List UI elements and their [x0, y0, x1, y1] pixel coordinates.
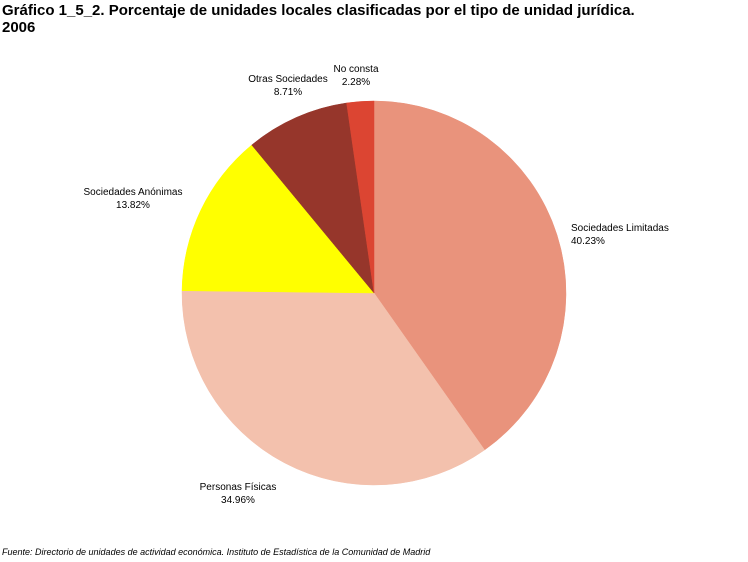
slice-label-sociedades-anonimas: Sociedades Anónimas: [84, 187, 183, 198]
slice-value-no-consta: 2.28%: [342, 77, 370, 88]
pie-slice-sociedades-anonimas: [181, 144, 375, 294]
slice-label-otras-sociedades: Otras Sociedades: [248, 74, 328, 85]
pie-labels: Sociedades Limitadas 40.23% Personas Físic…: [84, 64, 669, 506]
pie-slice-no-consta: [346, 100, 375, 294]
chart-title-line-1: Gráfico 1_5_2. Porcentaje de unidades lo…: [2, 2, 635, 19]
chart-title-line-2: 2006: [2, 19, 36, 36]
slice-value-personas-fisicas: 34.96%: [221, 495, 255, 506]
slice-value-sociedades-anonimas: 13.82%: [116, 200, 150, 211]
source-note: Fuente: Directorio de unidades de activi…: [2, 547, 431, 557]
slice-value-sociedades-limitadas: 40.23%: [571, 236, 605, 247]
slice-label-no-consta: No consta: [333, 64, 378, 75]
slice-label-sociedades-limitadas: Sociedades Limitadas: [571, 223, 669, 234]
slice-value-otras-sociedades: 8.71%: [274, 87, 302, 98]
pie-slices: [181, 100, 567, 486]
slice-label-personas-fisicas: Personas Físicas: [200, 482, 277, 493]
pie-slice-otras-sociedades: [251, 102, 375, 294]
chart-title: Gráfico 1_5_2. Porcentaje de unidades lo…: [2, 2, 742, 36]
pie-slice-sociedades-limitadas: [373, 100, 567, 451]
pie-slice-personas-fisicas: [181, 290, 485, 486]
